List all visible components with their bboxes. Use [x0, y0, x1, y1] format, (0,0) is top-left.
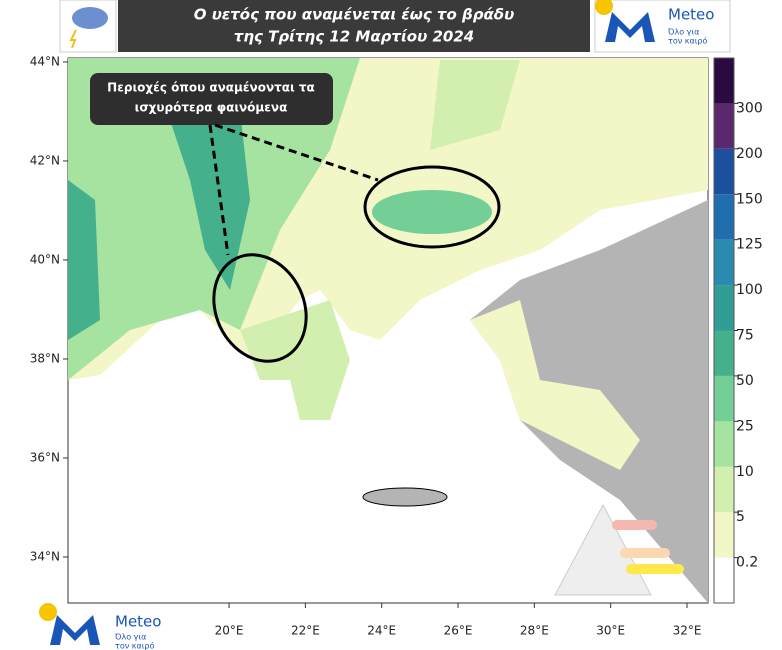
lat-tick-label: 36°N	[30, 450, 60, 464]
risk-level	[626, 564, 684, 574]
lat-tick-label: 38°N	[30, 351, 60, 365]
highlight-ellipse	[363, 165, 501, 249]
map-ticks: 44°N 42°N 40°N 38°N 36°N 34°N 20°E 22°E 24°E 26°E…	[30, 54, 702, 637]
colorbar-tick-label: 125	[736, 237, 763, 253]
highlight-ellipse	[212, 253, 308, 363]
cloud-icon	[72, 7, 108, 29]
logo-tagline: Όλο για	[114, 632, 146, 642]
colorbar-segment	[714, 375, 734, 422]
lat-tick-label: 42°N	[30, 153, 60, 167]
risk-level	[620, 548, 670, 558]
crete	[362, 487, 448, 507]
annotation-text: ισχυρότερα φαινόμενα	[135, 101, 288, 115]
lat-tick-label: 40°N	[30, 252, 60, 266]
map: Περιοχές όπου αναμένονται τα ισχυρότερα …	[67, 57, 709, 604]
logo-tagline: τον καιρό	[115, 641, 154, 650]
land-rain	[372, 190, 492, 234]
annotation-box	[90, 73, 333, 125]
colorbar-tick-label: 150	[736, 191, 763, 207]
title-bar	[118, 0, 590, 52]
colorbar-tick-label: 10	[736, 464, 754, 480]
annotation-arrow	[208, 124, 230, 256]
lon-tick-label: 20°E	[215, 624, 244, 638]
colorbar-segment	[714, 512, 734, 558]
risk-legend	[554, 503, 684, 596]
title-line: Ο υετός που αναμένεται έως το βράδυ	[194, 6, 515, 24]
lat-tick-label: 34°N	[30, 549, 60, 563]
colorbar-tick-label: 50	[736, 373, 754, 389]
risk-level	[612, 520, 657, 530]
logo-sun	[595, 0, 613, 15]
colorbar-tick-label: 100	[736, 282, 763, 298]
colorbar: 0.2 5 10 25 50 75 100 125 150 200 300	[713, 57, 763, 604]
colorbar-tick-label: 5	[736, 509, 745, 525]
colorbar-segment	[714, 103, 734, 149]
lon-tick-label: 28°E	[520, 624, 549, 638]
logo-tagline: Όλο για	[667, 27, 699, 37]
colorbar-segment	[714, 421, 734, 467]
logo-sun	[39, 603, 57, 621]
colorbar-segment	[714, 58, 734, 104]
colorbar-segment	[714, 557, 734, 603]
lat-tick-label: 44°N	[30, 54, 60, 68]
colorbar-tick-label: 75	[736, 328, 754, 344]
annotation: Περιοχές όπου αναμένονται τα ισχυρότερα …	[90, 73, 501, 363]
colorbar-segment	[714, 330, 734, 376]
lon-tick-label: 32°E	[673, 624, 702, 638]
lon-tick-label: 24°E	[367, 624, 396, 638]
logo-brand: Meteo	[668, 6, 714, 24]
lon-tick-label: 26°E	[444, 624, 473, 638]
annotation-arrow	[214, 123, 379, 182]
title-line: της Τρίτης 12 Μαρτίου 2024	[234, 28, 474, 46]
colorbar-tick-label: 25	[736, 418, 754, 434]
logo-tagline: τον καιρό	[668, 36, 707, 46]
colorbar-tick-label: 200	[736, 146, 763, 162]
colorbar-segment	[714, 194, 734, 240]
logo-brand: Meteo	[115, 613, 161, 631]
land-rain	[430, 60, 520, 150]
colorbar-segment	[714, 148, 734, 195]
land-heavy-rain	[170, 110, 250, 290]
lon-tick-label: 22°E	[291, 624, 320, 638]
lightning-icon	[69, 29, 77, 49]
colorbar-tick-label: 0.2	[736, 555, 758, 571]
annotation-text: Περιοχές όπου αναμένονται τα	[107, 81, 315, 95]
colorbar-tick-label: 300	[736, 100, 763, 116]
land-heavy-rain	[68, 180, 100, 340]
logo-mark	[50, 615, 100, 645]
colorbar-segment	[714, 285, 734, 331]
land-light	[470, 300, 640, 470]
land-greece	[240, 300, 350, 420]
lon-tick-label: 30°E	[596, 624, 625, 638]
logo-mark	[605, 12, 655, 42]
colorbar-segment	[714, 466, 734, 513]
colorbar-segment	[714, 239, 734, 286]
